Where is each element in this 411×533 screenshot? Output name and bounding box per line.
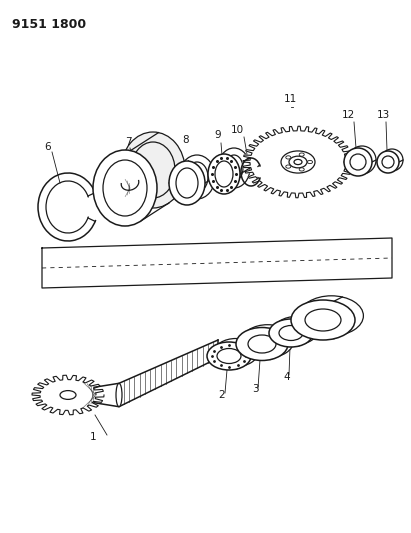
Text: 8: 8 [182,135,189,145]
Ellipse shape [176,168,198,198]
Ellipse shape [207,342,251,370]
Ellipse shape [354,152,370,168]
Ellipse shape [214,338,258,367]
Ellipse shape [344,148,372,176]
Ellipse shape [279,326,303,341]
Ellipse shape [299,168,304,171]
Ellipse shape [186,162,208,192]
Ellipse shape [60,391,76,399]
Ellipse shape [93,150,157,226]
Ellipse shape [284,323,308,338]
Ellipse shape [217,349,241,364]
Ellipse shape [386,154,398,166]
Text: 5: 5 [342,300,348,310]
Ellipse shape [225,155,243,181]
Ellipse shape [377,151,399,173]
Ellipse shape [286,156,291,159]
Ellipse shape [242,325,293,358]
Ellipse shape [208,154,240,194]
Text: 12: 12 [342,110,355,120]
Text: 9: 9 [215,130,221,140]
Ellipse shape [382,156,394,168]
Ellipse shape [289,156,307,168]
Text: 7: 7 [125,137,131,147]
Ellipse shape [248,335,276,353]
Text: 3: 3 [252,384,258,394]
Text: 10: 10 [231,125,244,135]
Ellipse shape [307,160,312,164]
Text: 6: 6 [45,142,51,152]
Ellipse shape [305,309,341,331]
Ellipse shape [169,161,205,205]
Ellipse shape [269,319,313,347]
Ellipse shape [299,153,304,156]
Ellipse shape [294,159,302,165]
Ellipse shape [274,317,318,344]
Ellipse shape [116,383,122,407]
Ellipse shape [299,296,363,336]
Text: 9151 1800: 9151 1800 [12,18,86,31]
Text: 4: 4 [284,372,290,382]
Ellipse shape [381,149,403,171]
Text: 2: 2 [219,390,225,400]
Ellipse shape [215,161,233,187]
Ellipse shape [348,146,376,174]
Ellipse shape [218,148,250,188]
Polygon shape [243,126,353,198]
Text: 13: 13 [376,110,390,120]
Ellipse shape [236,327,288,360]
Text: 11: 11 [283,94,297,104]
Ellipse shape [350,154,366,170]
Ellipse shape [314,305,349,327]
Ellipse shape [281,151,315,173]
Ellipse shape [254,332,282,350]
Polygon shape [32,375,104,415]
Ellipse shape [121,132,185,208]
Ellipse shape [286,165,291,168]
Ellipse shape [224,345,248,360]
Text: 1: 1 [90,432,96,442]
Ellipse shape [291,300,355,340]
Ellipse shape [179,155,215,199]
